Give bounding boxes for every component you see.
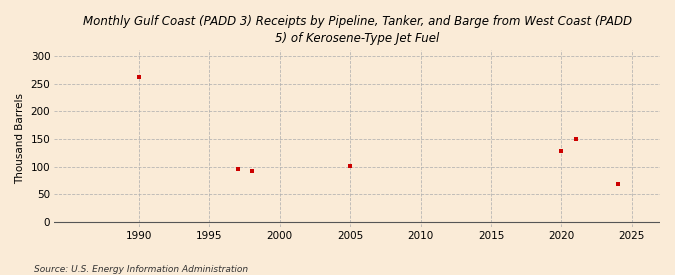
Point <box>246 169 257 173</box>
Title: Monthly Gulf Coast (PADD 3) Receipts by Pipeline, Tanker, and Barge from West Co: Monthly Gulf Coast (PADD 3) Receipts by … <box>83 15 632 45</box>
Point <box>134 75 144 80</box>
Point <box>556 149 567 153</box>
Point <box>612 182 623 187</box>
Y-axis label: Thousand Barrels: Thousand Barrels <box>15 93 25 184</box>
Text: Source: U.S. Energy Information Administration: Source: U.S. Energy Information Administ… <box>34 265 248 274</box>
Point <box>570 137 581 141</box>
Point <box>232 167 243 172</box>
Point <box>345 164 356 168</box>
